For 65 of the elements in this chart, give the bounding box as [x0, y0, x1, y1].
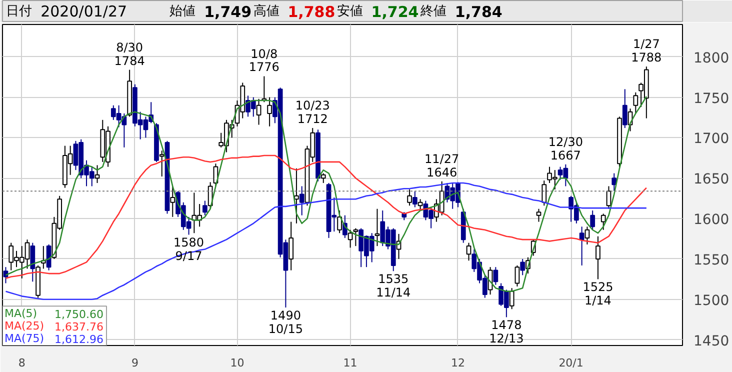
annotation: 1580 9/17 [174, 236, 204, 264]
x-tick-label: 11 [343, 356, 358, 370]
candlestick [256, 98, 262, 126]
candlestick [600, 213, 606, 230]
candlestick [412, 190, 418, 208]
x-tick-label: 9 [131, 356, 138, 370]
candlestick [94, 164, 100, 184]
annotation: 8/30 1784 [114, 40, 145, 68]
candlestick [509, 288, 514, 310]
annotation: 11/27 1646 [424, 152, 460, 180]
candlestick [466, 242, 472, 262]
candlestick [536, 208, 542, 222]
candlestick [622, 88, 628, 128]
y-tick-label: 1800 [694, 50, 730, 66]
text: MA(5) 1,750.60 [4, 306, 104, 321]
candlestick [267, 96, 272, 127]
x-tick-label: 12 [450, 356, 465, 370]
candlestick [407, 188, 412, 206]
annotation: 1535 11/14 [376, 272, 411, 300]
annotation: 10/23 1712 [295, 98, 330, 126]
y-tick-label: 1500 [694, 292, 730, 309]
candlestick [514, 264, 520, 287]
y-tick-label: 1650 [694, 172, 730, 188]
candlestick [612, 172, 617, 192]
candlestick [348, 229, 353, 248]
candlestick [30, 242, 36, 282]
candlestick [584, 226, 590, 245]
y-tick-label: 1700 [694, 131, 730, 148]
candlestick [353, 228, 358, 247]
y-tick-label: 1450 [694, 333, 730, 350]
x-tick-label: 20/1 [558, 356, 584, 370]
candlestick [418, 198, 423, 211]
candlestick [579, 226, 584, 266]
candlestick [337, 210, 342, 234]
candlestick [590, 210, 596, 230]
annotation: 12/30 1667 [548, 135, 583, 162]
candlestick [596, 236, 600, 280]
text: 高値 1,788 [253, 3, 336, 21]
annotation: 1/27 1788 [631, 37, 662, 65]
text: 安値 1,724 [336, 3, 419, 21]
annotation: 1490 10/15 [268, 308, 303, 336]
candlestick [633, 92, 638, 114]
text: 終値 1,784 [420, 3, 502, 21]
candlestick [299, 186, 304, 216]
candlestick [320, 172, 326, 184]
text: MA(75) 1,612.96 [4, 332, 104, 346]
candlestick [170, 186, 176, 218]
candlestick [374, 208, 380, 247]
annotation: 1525 1/14 [582, 280, 614, 308]
annotation: 1478 12/13 [489, 318, 524, 346]
text: MA(25) 1,637.76 [4, 319, 104, 334]
y-tick-label: 1750 [694, 90, 730, 107]
candlestick [520, 258, 526, 276]
chart-title: 日付 2020/01/27 [6, 2, 128, 20]
y-tick-label: 1600 [694, 212, 730, 228]
candlestick [159, 150, 164, 178]
y-tick-label: 1550 [694, 252, 730, 268]
annotation: 10/8 1776 [248, 46, 280, 74]
candlestick [288, 221, 294, 271]
x-tick-label: 8 [18, 356, 26, 370]
candlestick [202, 200, 208, 216]
candlestick [493, 266, 498, 286]
x-tick-label: 10 [230, 356, 244, 370]
candlestick [542, 180, 547, 206]
text: 始値 1,749 [170, 3, 252, 21]
